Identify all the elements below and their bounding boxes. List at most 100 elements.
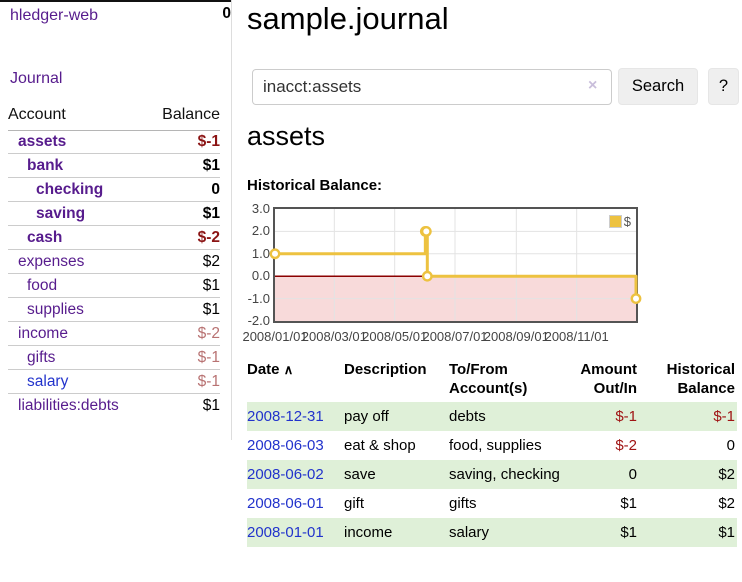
register-date-link[interactable]: 2008-06-01	[247, 495, 324, 512]
chart-canvas	[269, 209, 642, 321]
register-date-link[interactable]: 2008-06-03	[247, 437, 324, 454]
register-accounts: saving, checking	[449, 466, 560, 483]
sidebar-account-link[interactable]: cash	[27, 229, 63, 246]
accounts-total-value: 0	[222, 5, 231, 22]
register-header-amount: Amount Out/In	[580, 361, 637, 397]
sidebar-account-link[interactable]: salary	[27, 373, 69, 390]
sidebar-account-balance: $2	[202, 253, 220, 270]
sidebar-account-balance: $-1	[197, 133, 220, 150]
x-axis-tick-label: 2008/09/01	[483, 329, 549, 344]
y-axis-tick-label: -2.0	[247, 313, 270, 328]
register-date-link[interactable]: 2008-01-01	[247, 524, 324, 541]
sidebar-account-link[interactable]: assets	[18, 133, 67, 150]
register-description: pay off	[344, 408, 389, 425]
register-balance: $1	[718, 524, 735, 541]
x-axis-tick-label: 2008/07/01	[422, 329, 488, 344]
help-button[interactable]: ?	[708, 68, 739, 105]
sidebar: hledger-web Journal Account Balance asse…	[0, 0, 232, 440]
sidebar-account-row: checking 0	[8, 178, 220, 202]
register-accounts: food, supplies	[449, 437, 542, 454]
register-accounts: gifts	[449, 495, 477, 512]
nav-journal-link[interactable]: Journal	[10, 70, 63, 87]
sidebar-account-balance: $-1	[197, 373, 220, 390]
sidebar-account-link[interactable]: gifts	[27, 349, 56, 366]
accounts-tree: assets $-1 bank $1 checking 0 saving $1 …	[8, 130, 220, 417]
chart-plot-area: $	[269, 207, 642, 323]
register-description: eat & shop	[344, 437, 416, 454]
search-form: × Search ?	[252, 68, 739, 105]
register-row: 2008-06-01 gift gifts $1 $2	[247, 489, 737, 518]
sidebar-account-row: gifts $-1	[8, 346, 220, 370]
accounts-header-balance: Balance	[162, 106, 220, 123]
register-balance: $2	[718, 495, 735, 512]
register-description: save	[344, 466, 376, 483]
register-row: 2008-01-01 income salary $1 $1	[247, 518, 737, 547]
register-row: 2008-06-02 save saving, checking 0 $2	[247, 460, 737, 489]
chart-heading: Historical Balance:	[247, 177, 383, 194]
sidebar-account-row: cash $-2	[8, 226, 220, 250]
register-row: 2008-06-03 eat & shop food, supplies $-2…	[247, 431, 737, 460]
sidebar-account-row: bank $1	[8, 154, 220, 178]
y-axis-tick-label: 2.0	[251, 223, 270, 239]
register-date-link[interactable]: 2008-06-02	[247, 466, 324, 483]
legend-label: $	[623, 214, 631, 229]
register-date-link[interactable]: 2008-12-31	[247, 408, 324, 425]
search-button[interactable]: Search	[618, 68, 698, 105]
sidebar-account-balance: $1	[202, 397, 220, 414]
register-table: Date ∧ Description To/From Account(s) Am…	[247, 356, 737, 547]
sidebar-account-link[interactable]: food	[27, 277, 58, 294]
sidebar-account-link[interactable]: supplies	[27, 301, 84, 318]
sidebar-account-row: assets $-1	[8, 130, 220, 154]
sidebar-account-link[interactable]: bank	[27, 157, 64, 174]
sidebar-account-balance: $1	[202, 301, 220, 318]
accounts-header-account: Account	[8, 106, 66, 123]
x-axis-tick-label: 2008/01/01	[242, 329, 308, 344]
clear-search-icon[interactable]: ×	[588, 77, 598, 94]
y-axis-tick-label: 1.0	[251, 245, 270, 261]
sidebar-account-row: food $1	[8, 274, 220, 298]
legend-swatch-icon	[608, 215, 622, 228]
x-axis-tick-label: 2008/11/01	[544, 329, 609, 344]
sidebar-account-balance: $-1	[197, 349, 220, 366]
sidebar-account-row: income $-2	[8, 322, 220, 346]
sidebar-account-link[interactable]: liabilities:debts	[18, 397, 119, 414]
sidebar-account-link[interactable]: saving	[36, 205, 86, 222]
register-description: gift	[344, 495, 365, 512]
register-accounts: salary	[449, 524, 490, 541]
x-axis-tick-label: 2008/05/01	[362, 329, 428, 344]
sidebar-account-row: salary $-1	[8, 370, 220, 394]
account-heading: assets	[247, 121, 326, 151]
register-amount: 0	[628, 466, 637, 483]
sidebar-account-balance: 0	[211, 181, 220, 198]
register-amount: $1	[620, 524, 637, 541]
sidebar-account-row: liabilities:debts $1	[8, 394, 220, 417]
search-input[interactable]	[252, 68, 612, 105]
register-header-accounts: To/From Account(s)	[449, 361, 528, 397]
sidebar-account-link[interactable]: checking	[36, 181, 104, 198]
register-description: income	[344, 524, 393, 541]
app-title-link[interactable]: hledger-web	[10, 7, 99, 24]
historical-balance-chart: $ 3.0 2.0 1.0 0.0 -1.0 -2.0 2008/01/01 2008/03…	[242, 201, 645, 344]
sidebar-account-balance: $-2	[197, 229, 220, 246]
sidebar-account-row: expenses $2	[8, 250, 220, 274]
sidebar-account-link[interactable]: expenses	[18, 253, 85, 270]
register-balance: $-1	[713, 408, 735, 425]
accounts-total-row: 0	[0, 0, 231, 25]
sidebar-account-balance: $-2	[197, 325, 220, 342]
sidebar-account-balance: $1	[202, 277, 220, 294]
sidebar-account-row: supplies $1	[8, 298, 220, 322]
sidebar-account-link[interactable]: income	[18, 325, 68, 342]
y-axis-tick-label: -1.0	[247, 290, 270, 306]
sidebar-account-balance: $1	[202, 157, 220, 174]
y-axis-tick-label: 0.0	[251, 268, 270, 284]
y-axis-tick-label: 3.0	[251, 201, 270, 216]
register-header-date-label: Date	[247, 361, 280, 378]
sort-ascending-icon: ∧	[283, 362, 294, 377]
register-amount: $1	[620, 495, 637, 512]
sidebar-account-balance: $1	[202, 205, 220, 222]
register-amount: $-2	[615, 437, 637, 454]
register-header-balance: Historical Balance	[666, 361, 735, 397]
sidebar-account-row: saving $1	[8, 202, 220, 226]
x-axis-tick-label: 2008/03/01	[301, 329, 367, 344]
register-row: 2008-12-31 pay off debts $-1 $-1	[247, 402, 737, 431]
